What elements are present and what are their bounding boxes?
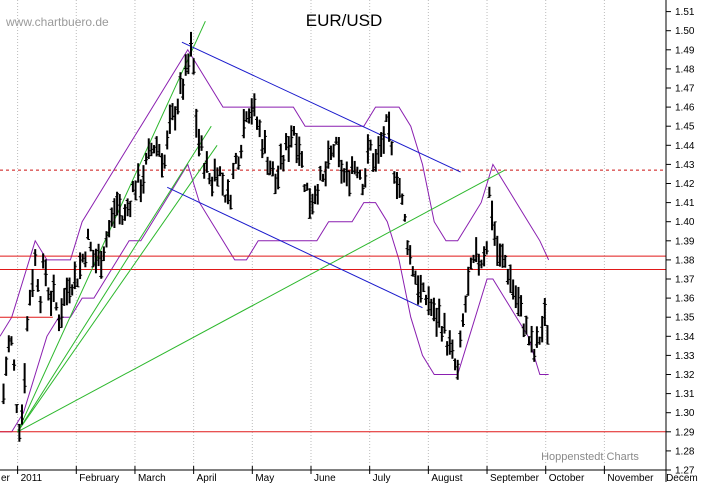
y-tick-label: 1.48 bbox=[675, 64, 695, 75]
y-axis: 1.27 1.28 1.29 1.30 1.31 1.32 1.33 1.34 1.35 1.36… bbox=[0, 0, 695, 482]
x-tick-label: July bbox=[373, 473, 391, 484]
x-tick-label: April bbox=[197, 473, 217, 484]
horizontal-levels bbox=[0, 169, 666, 433]
y-tick-label: 1.44 bbox=[675, 141, 695, 152]
watermark-text: www.chartbuero.de bbox=[5, 15, 109, 29]
y-tick-label: 1.50 bbox=[675, 26, 695, 37]
trend-line bbox=[17, 145, 218, 433]
y-tick-label: 1.49 bbox=[675, 45, 695, 56]
channel-line bbox=[181, 41, 461, 173]
trend-line bbox=[17, 169, 505, 433]
band-upper bbox=[0, 48, 550, 337]
y-tick-label: 1.31 bbox=[675, 389, 695, 400]
x-tick-label: September bbox=[490, 473, 540, 484]
trend-line bbox=[17, 125, 212, 433]
y-tick-label: 1.36 bbox=[675, 294, 695, 305]
y-tick-label: 1.51 bbox=[675, 7, 695, 18]
y-tick-label: 1.35 bbox=[675, 313, 695, 324]
y-tick-label: 1.33 bbox=[675, 351, 695, 362]
x-tick-label: November bbox=[607, 473, 654, 484]
y-tick-label: 1.38 bbox=[675, 255, 695, 266]
y-tick-label: 1.47 bbox=[675, 84, 695, 95]
x-tick-label: October bbox=[549, 473, 585, 484]
x-tick-label: August bbox=[431, 473, 462, 484]
gridlines bbox=[17, 0, 605, 470]
y-tick-label: 1.46 bbox=[675, 103, 695, 114]
x-tick-label: February bbox=[79, 473, 119, 484]
channel-line bbox=[167, 186, 423, 309]
y-tick-label: 1.45 bbox=[675, 122, 695, 133]
y-tick-label: 1.32 bbox=[675, 370, 695, 381]
x-axis: 2011 February March April May June July August S… bbox=[1, 466, 698, 484]
x-tick-label: March bbox=[138, 473, 166, 484]
credit-text: Hoppenstedt Charts bbox=[541, 451, 639, 463]
x-tick-label: 2011 bbox=[21, 473, 43, 484]
channel-lines bbox=[167, 41, 461, 309]
chart-title: EUR/USD bbox=[306, 11, 383, 30]
y-tick-label: 1.27 bbox=[675, 466, 695, 477]
envelope-bands bbox=[0, 48, 550, 433]
x-tick-label-partial-right: Decem bbox=[666, 473, 698, 484]
y-tick-label: 1.41 bbox=[675, 198, 695, 209]
y-tick-label: 1.42 bbox=[675, 179, 695, 190]
y-tick-label: 1.40 bbox=[675, 217, 695, 228]
x-tick-label-partial-left: er bbox=[1, 473, 11, 484]
x-tick-label: June bbox=[314, 473, 336, 484]
y-tick-label: 1.28 bbox=[675, 446, 695, 457]
y-tick-label: 1.30 bbox=[675, 408, 695, 419]
y-tick-label: 1.34 bbox=[675, 332, 695, 343]
y-tick-label: 1.43 bbox=[675, 160, 695, 171]
x-tick-label: May bbox=[255, 473, 274, 484]
y-tick-label: 1.29 bbox=[675, 427, 695, 438]
price-bars bbox=[1, 31, 550, 442]
y-tick-label: 1.37 bbox=[675, 275, 695, 286]
y-tick-label: 1.39 bbox=[675, 236, 695, 247]
